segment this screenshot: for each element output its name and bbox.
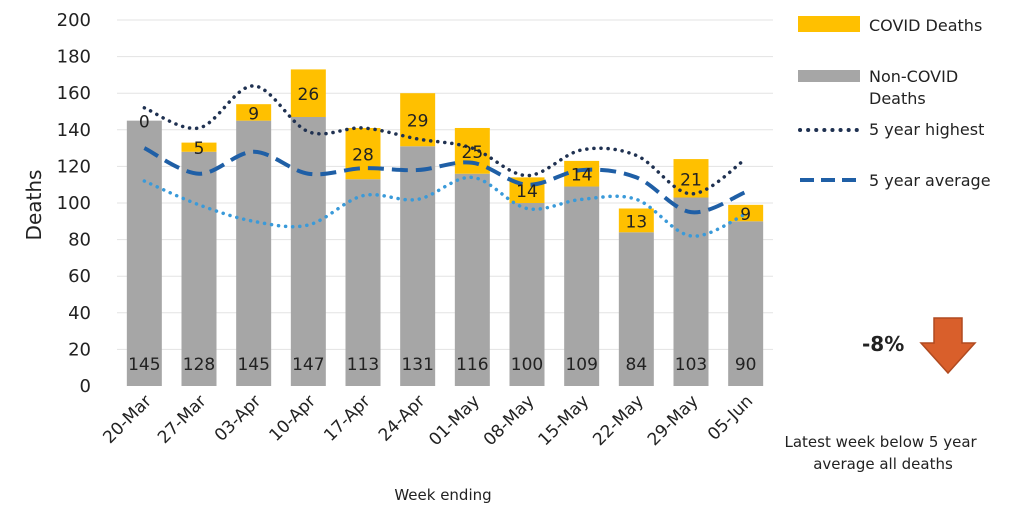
label-non-covid-22-May: 84 (626, 355, 648, 375)
legend-item-non-covid: Non-COVID Deaths (798, 67, 963, 108)
y-tick-label-120: 120 (57, 156, 91, 177)
bar-covid-10-Apr (290, 69, 326, 117)
bar-non-covid-15-May (564, 186, 600, 386)
bar-covid-05-Jun (728, 204, 764, 222)
legend-item-covid: COVID Deaths (798, 16, 982, 35)
label-covid-29-May: 21 (680, 170, 702, 190)
label-non-covid-20-Mar: 145 (128, 355, 160, 375)
label-non-covid-15-May: 109 (565, 355, 597, 375)
label-covid-01-May: 25 (462, 143, 484, 163)
bar-covid-22-May (618, 208, 654, 233)
y-tick-label-140: 140 (57, 120, 91, 141)
bar-non-covid-20-Mar (126, 120, 162, 387)
bar-non-covid-29-May (673, 197, 709, 386)
label-non-covid-24-Apr: 131 (401, 355, 433, 375)
line-series-3 (142, 175, 748, 238)
y-tick-label-100: 100 (57, 193, 91, 214)
bar-non-covid-17-Apr (345, 179, 381, 386)
y-tick-label-180: 180 (57, 47, 91, 68)
bar-covid-01-May (454, 127, 490, 174)
x-tick-label-08-May: 08-May (480, 391, 539, 450)
bar-non-covid-03-Apr (236, 120, 272, 387)
label-non-covid-27-Mar: 128 (183, 355, 215, 375)
legend-item-5yr-highest: 5 year highest (798, 120, 984, 139)
label-non-covid-17-Apr: 113 (347, 355, 379, 375)
x-tick-label-22-May: 22-May (589, 391, 648, 450)
bars (126, 69, 764, 387)
down-arrow-icon (919, 317, 977, 375)
x-tick-label-10-Apr: 10-Apr (266, 391, 320, 445)
x-tick-label-17-Apr: 17-Apr (320, 391, 374, 445)
label-non-covid-29-May: 103 (675, 355, 707, 375)
label-non-covid-01-May: 116 (456, 355, 488, 375)
legend: COVID Deaths Non-COVID Deaths 5 year hig… (798, 16, 991, 190)
legend-item-5yr-average: 5 year average (800, 171, 991, 190)
bar-non-covid-27-Mar (181, 151, 217, 386)
x-tick-label-20-Mar: 20-Mar (99, 391, 155, 447)
legend-label-non-covid-line2: Deaths (869, 89, 926, 108)
label-covid-22-May: 13 (626, 212, 648, 232)
y-tick-label-60: 60 (68, 266, 91, 287)
label-non-covid-03-Apr: 145 (237, 355, 269, 375)
bar-covid-15-May (564, 160, 600, 187)
line-5-year-highest (142, 84, 748, 196)
label-covid-03-Apr: 9 (248, 104, 259, 124)
legend-label-5yr-highest: 5 year highest (869, 120, 984, 139)
bar-non-covid-01-May (454, 173, 490, 386)
label-covid-20-Mar: 0 (139, 113, 150, 133)
annotation-note: Latest week below 5 year average all dea… (785, 433, 982, 473)
x-tick-label-03-Apr: 03-Apr (211, 391, 265, 445)
annotation-note-line2: average all deaths (813, 455, 953, 473)
label-non-covid-08-May: 100 (511, 355, 543, 375)
x-tick-label-05-Jun: 05-Jun (704, 391, 757, 444)
y-tick-label-0: 0 (80, 376, 91, 397)
label-covid-27-Mar: 5 (194, 139, 205, 159)
legend-label-covid: COVID Deaths (869, 16, 982, 35)
legend-swatch-covid (798, 16, 860, 32)
bar-covid-03-Apr (236, 104, 272, 121)
bar-labels: 145 0 128 5 145 9 147 26 113 28 131 29 116 25 100 14 109… (128, 85, 756, 375)
bar-non-covid-05-Jun (728, 221, 764, 386)
label-covid-10-Apr: 26 (298, 85, 320, 105)
legend-label-5yr-average: 5 year average (869, 171, 991, 190)
y-tick-label-20: 20 (68, 339, 91, 360)
label-non-covid-05-Jun: 90 (735, 355, 757, 375)
bar-covid-27-Mar (181, 142, 217, 152)
label-covid-15-May: 14 (571, 166, 593, 186)
bar-non-covid-10-Apr (290, 116, 326, 387)
x-tick-label-29-May: 29-May (644, 391, 703, 450)
y-tick-label-160: 160 (57, 83, 91, 104)
lines (142, 84, 748, 238)
annotation-note-line1: Latest week below 5 year (785, 433, 978, 451)
line-5-year-average (143, 146, 747, 215)
change-percentage: -8% (862, 332, 904, 356)
bar-non-covid-08-May (509, 203, 545, 386)
label-covid-08-May: 14 (516, 182, 538, 202)
y-tick-label-200: 200 (57, 10, 91, 31)
legend-label-non-covid: Non-COVID Deaths (869, 67, 963, 108)
y-tick-label-80: 80 (68, 230, 91, 251)
y-axis-ticks: 0 20 40 60 80 100 120 140 160 180 200 (57, 10, 91, 397)
label-covid-24-Apr: 29 (407, 112, 429, 132)
label-covid-05-Jun: 9 (740, 205, 751, 225)
label-non-covid-10-Apr: 147 (292, 355, 324, 375)
label-covid-17-Apr: 28 (352, 146, 374, 166)
legend-swatch-non-covid (798, 70, 860, 82)
x-tick-label-15-May: 15-May (535, 391, 594, 450)
x-tick-label-01-May: 01-May (425, 391, 484, 450)
bar-non-covid-24-Apr (400, 146, 436, 386)
x-axis-title: Week ending (394, 486, 491, 504)
x-tick-label-24-Apr: 24-Apr (375, 391, 429, 445)
y-tick-label-40: 40 (68, 303, 91, 324)
x-tick-label-27-Mar: 27-Mar (154, 391, 210, 447)
y-axis-title: Deaths (22, 170, 46, 241)
legend-label-non-covid-line1: Non-COVID (869, 67, 958, 86)
bar-non-covid-22-May (618, 232, 654, 386)
